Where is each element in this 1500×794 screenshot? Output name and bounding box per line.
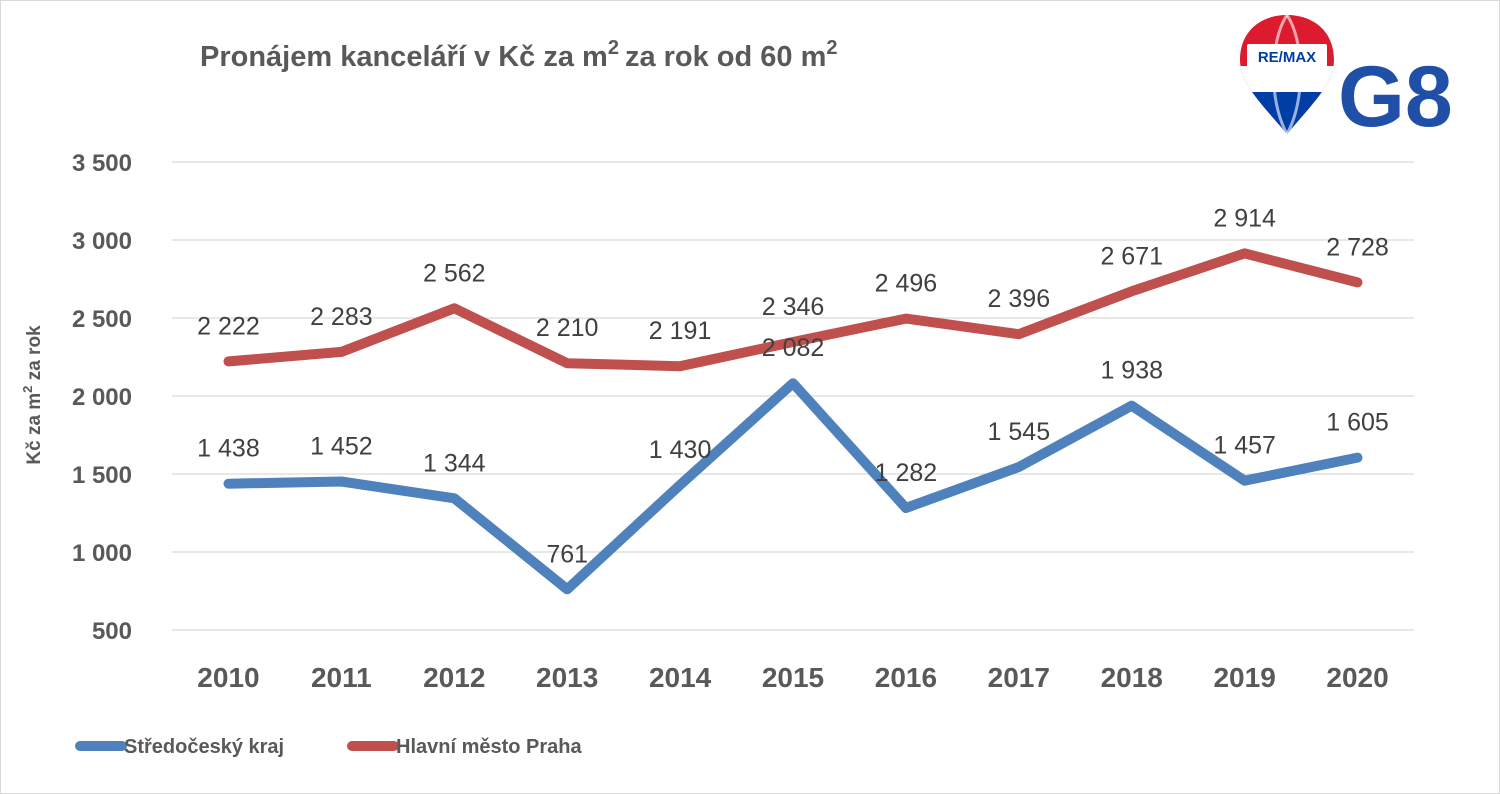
legend-label: Hlavní město Praha [396,736,583,758]
data-label: 2 210 [536,314,599,342]
data-label: 1 438 [197,435,260,463]
y-tick-label: 3 000 [72,228,132,255]
data-label: 2 346 [762,293,825,321]
x-tick-label: 2018 [1101,662,1163,693]
y-tick-label: 1 500 [72,462,132,489]
data-label: 2 082 [762,334,825,362]
data-label: 1 282 [875,459,938,487]
data-label: 2 222 [197,312,260,340]
data-label: 1 457 [1213,432,1276,460]
data-label: 1 545 [988,418,1051,446]
x-tick-label: 2017 [988,662,1050,693]
data-label: 761 [546,540,588,568]
series-line-stredocesky-kraj [223,378,1363,595]
remax-balloon-icon [1240,15,1334,134]
x-tick-label: 2012 [423,662,485,693]
data-label: 2 396 [988,285,1051,313]
remax-logo: RE/MAX [1240,15,1334,134]
x-tick-label: 2013 [536,662,598,693]
x-tick-label: 2011 [311,662,372,693]
remax-logo-text: RE/MAX [1258,49,1316,66]
data-label: 1 452 [310,432,373,460]
data-label: 2 671 [1100,242,1163,270]
data-label: 2 191 [649,317,712,345]
y-tick-label: 2 000 [72,384,132,411]
data-label: 1 938 [1100,357,1163,385]
y-tick-label: 1 000 [72,540,132,567]
chart-title: Pronájem kanceláří v Kč za m2 za rok od 6… [200,37,838,73]
data-label: 2 496 [875,270,938,298]
x-axis-ticks: 2010 2011 2012 2013 2014 2015 2016 2017 2018 2019… [197,662,1388,693]
data-label: 2 562 [423,259,486,287]
x-tick-label: 2019 [1213,662,1275,693]
y-tick-label: 3 500 [72,150,132,177]
g8-logo: G8 [1338,49,1453,145]
legend-label: Středočeský kraj [124,736,284,758]
x-tick-label: 2014 [649,662,712,693]
data-label: 2 728 [1326,233,1389,261]
y-axis-ticks: 500 1 000 1 500 2 000 2 500 3 000 3 500 [72,150,132,645]
data-label: 1 430 [649,436,712,464]
x-tick-label: 2015 [762,662,824,693]
y-axis-label: Kč za m2 za rok [20,325,45,465]
data-label: 1 605 [1326,409,1389,437]
gridlines [172,161,1414,631]
x-tick-label: 2010 [197,662,259,693]
x-tick-label: 2020 [1326,662,1388,693]
data-label: 2 914 [1213,204,1276,232]
x-tick-label: 2016 [875,662,937,693]
data-labels: 1 438 1 452 1 344 761 1 430 2 082 1 282 1 545 1 … [197,204,1389,568]
legend: Středočeský kraj Hlavní město Praha [75,736,583,758]
data-label: 2 283 [310,303,373,331]
y-tick-label: 500 [92,618,132,645]
series-lines [223,248,1363,595]
data-label: 1 344 [423,449,486,477]
y-tick-label: 2 500 [72,306,132,333]
